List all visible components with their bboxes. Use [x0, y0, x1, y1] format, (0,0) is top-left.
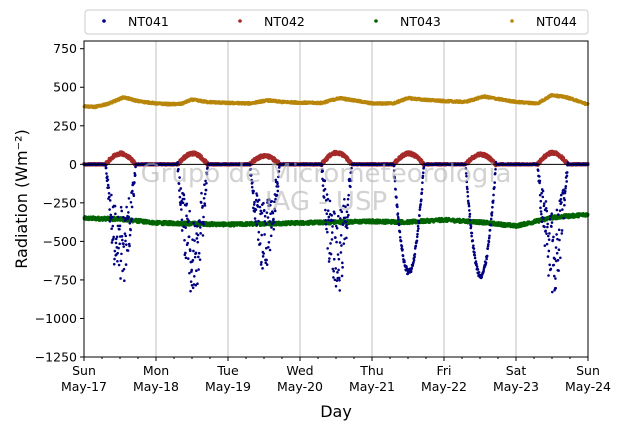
series-nt044	[82, 92, 590, 110]
grid-lines	[155, 41, 517, 357]
data-point	[205, 220, 208, 224]
